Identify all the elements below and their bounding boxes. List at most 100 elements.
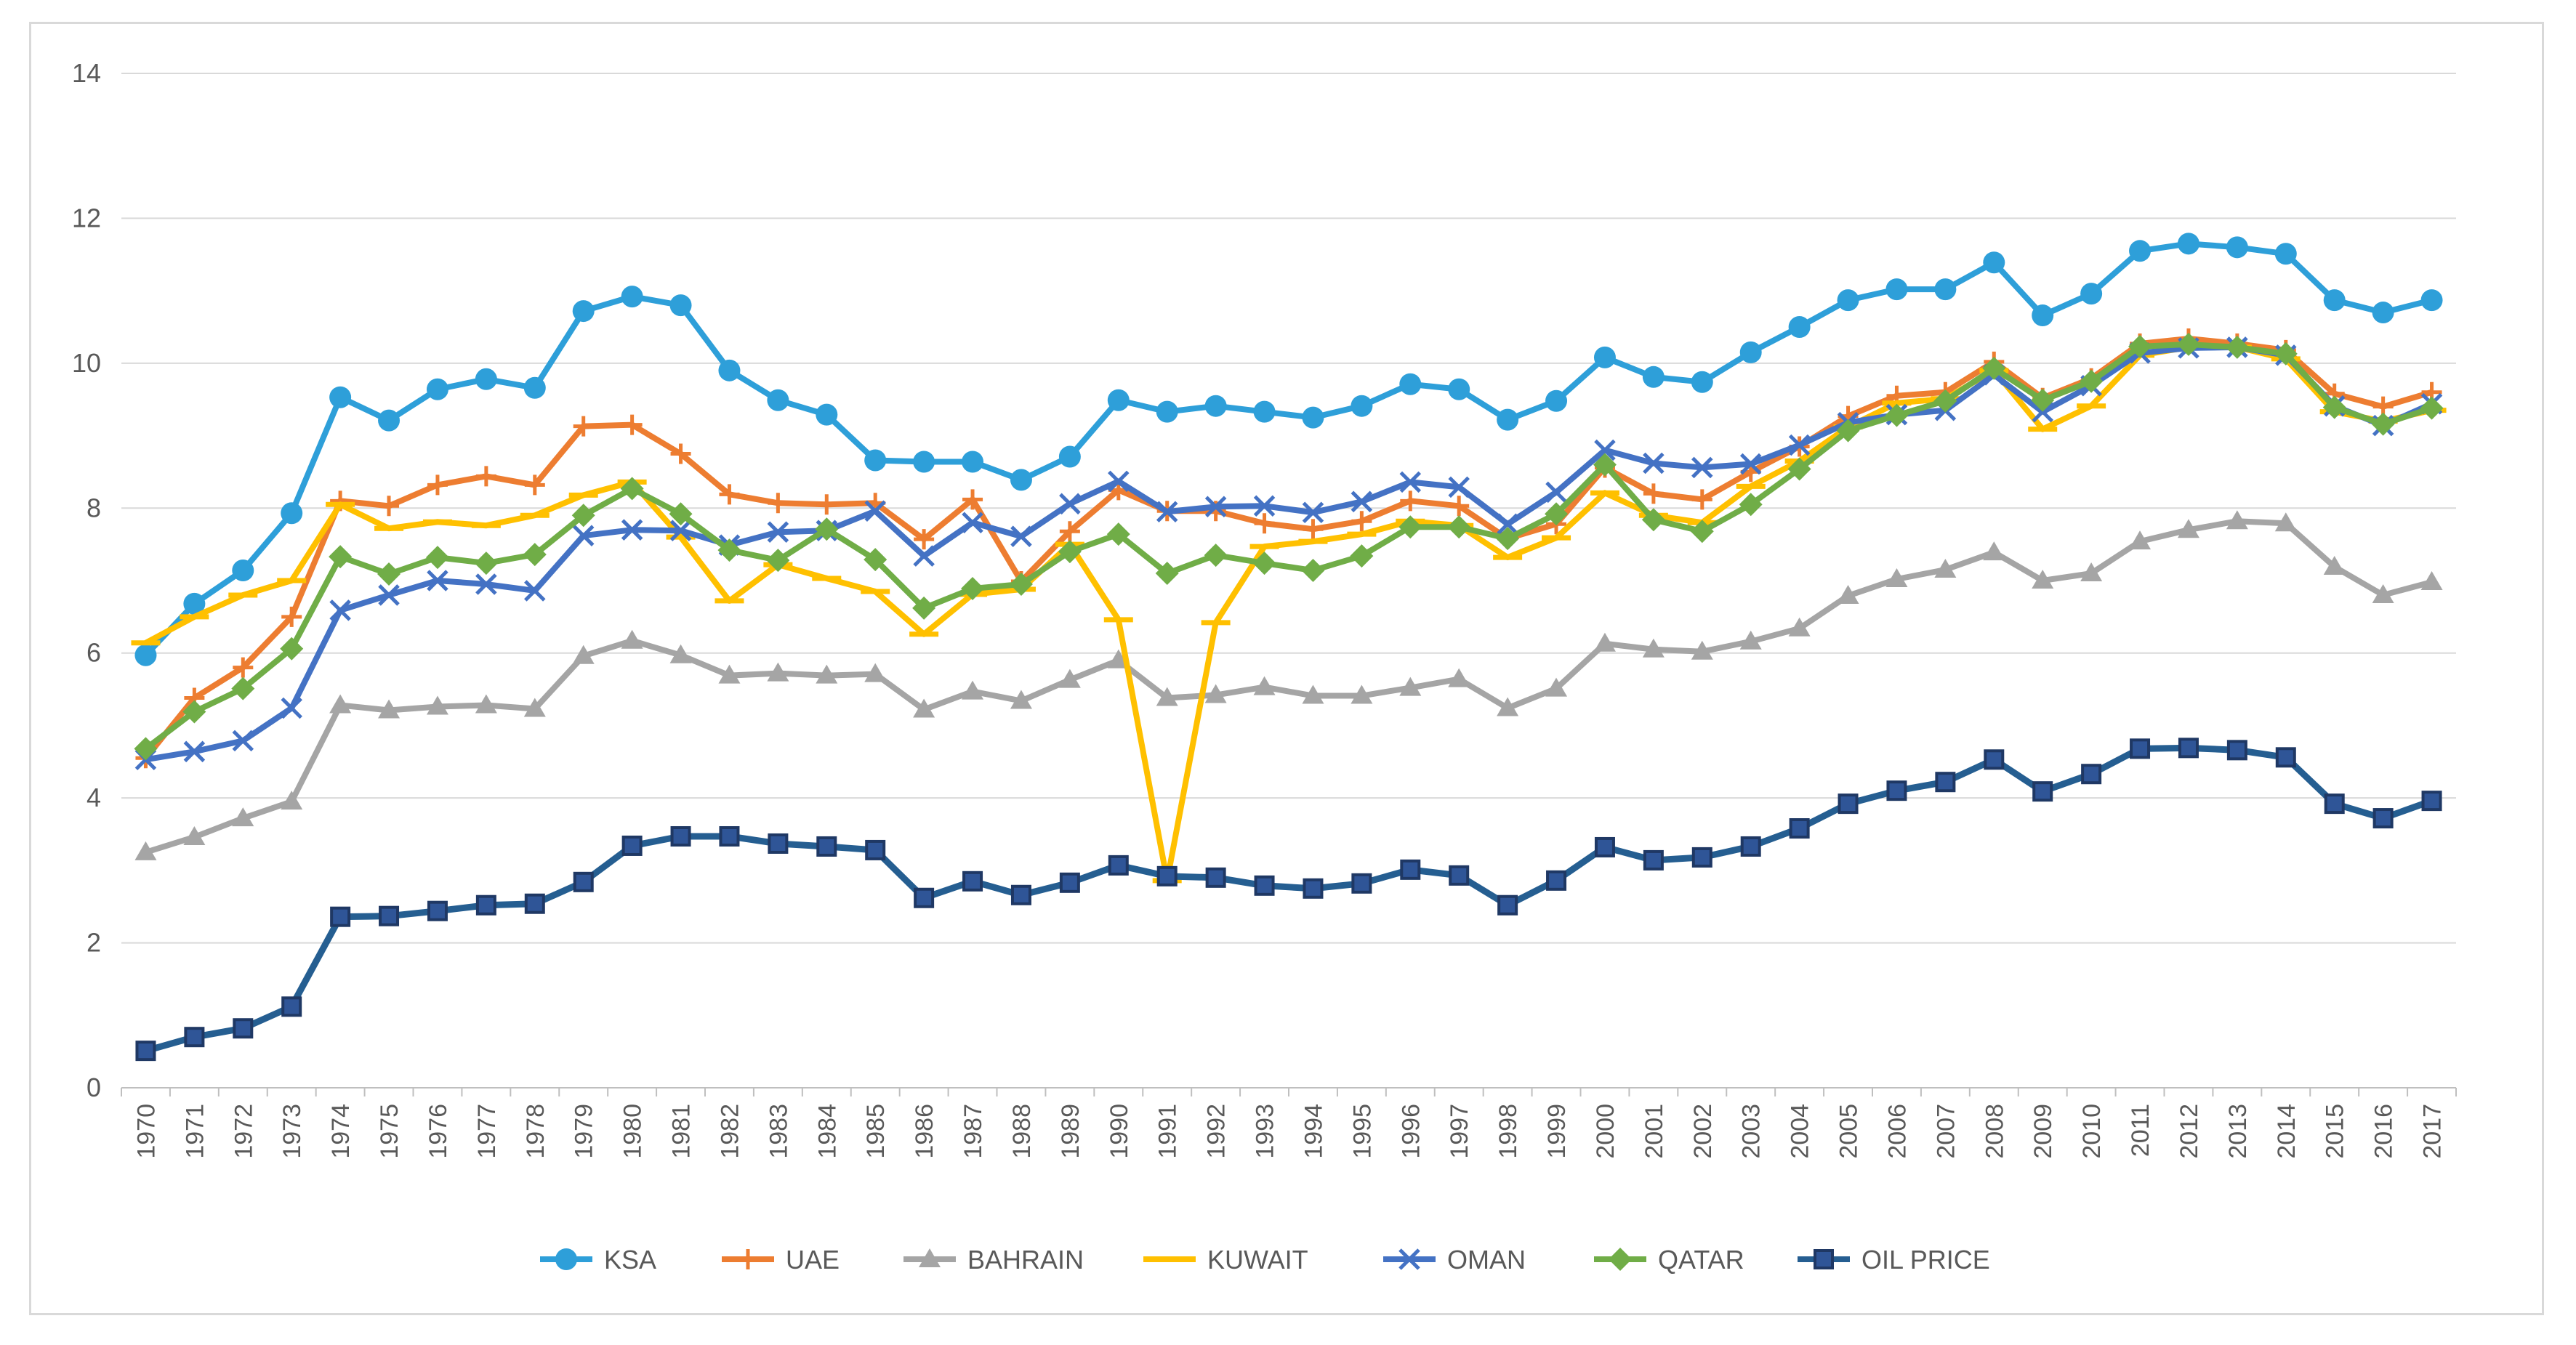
data-point	[621, 286, 643, 308]
data-point	[621, 629, 643, 649]
series-line	[144, 344, 2433, 884]
data-point	[329, 545, 353, 569]
x-tick-label: 2002	[1689, 1104, 1717, 1159]
data-point	[1058, 540, 1082, 564]
x-tick-label: 1998	[1494, 1104, 1522, 1159]
data-point	[962, 680, 984, 700]
data-point	[183, 592, 206, 615]
data-point	[329, 599, 351, 621]
data-point	[2130, 738, 2151, 759]
data-point	[1836, 419, 1860, 443]
data-point	[1350, 544, 1374, 568]
legend-item-uae: UAE	[722, 1245, 840, 1275]
data-point	[379, 905, 400, 926]
data-point	[1545, 481, 1567, 504]
data-point	[184, 1027, 205, 1048]
x-tick-label: 2013	[2224, 1104, 2252, 1159]
data-point	[1788, 617, 1811, 637]
series-ksa	[134, 233, 2443, 666]
data-point	[2032, 570, 2054, 589]
data-point	[1933, 389, 1957, 413]
y-tick-label: 0	[86, 1073, 101, 1102]
y-tick-label: 2	[86, 928, 101, 958]
data-point	[281, 791, 303, 810]
data-point	[1448, 668, 1470, 687]
data-point	[2032, 781, 2053, 802]
data-point	[1108, 470, 1130, 493]
data-point	[378, 409, 401, 432]
data-point	[2177, 519, 2199, 538]
data-point	[815, 517, 839, 541]
data-point	[475, 694, 497, 714]
y-tick-label: 6	[86, 638, 101, 668]
data-point	[669, 520, 692, 541]
x-tick-label: 1999	[1543, 1104, 1571, 1159]
x-tick-label: 2000	[1592, 1104, 1619, 1159]
data-point	[1204, 395, 1227, 417]
data-point	[2226, 740, 2247, 761]
data-point	[2323, 289, 2346, 312]
data-point	[1643, 452, 1665, 474]
data-point	[1253, 495, 1276, 517]
data-point	[669, 294, 692, 317]
data-point	[1691, 456, 1713, 479]
data-point	[1351, 490, 1373, 513]
data-point	[523, 698, 546, 717]
data-point	[1301, 559, 1325, 583]
data-point	[377, 562, 401, 586]
data-point	[962, 451, 984, 473]
x-tick-label: 1974	[327, 1104, 355, 1159]
data-point	[134, 644, 157, 666]
x-tick-label: 1987	[959, 1104, 987, 1159]
data-point	[1788, 434, 1811, 456]
data-point	[1449, 496, 1470, 517]
data-point	[2420, 396, 2444, 420]
series-line	[143, 241, 2433, 658]
series-kuwait	[131, 344, 2447, 884]
data-point	[717, 538, 741, 562]
x-tick-label: 2016	[2370, 1104, 2398, 1159]
data-point	[1787, 457, 1811, 481]
data-point	[2226, 236, 2248, 259]
data-point	[767, 521, 789, 543]
data-point	[426, 378, 448, 400]
series-oil-price	[135, 738, 2442, 1062]
data-point	[378, 584, 400, 606]
data-point	[135, 1041, 156, 1062]
x-tick-label: 1977	[473, 1104, 501, 1159]
data-point	[1010, 525, 1032, 547]
x-tick-label: 1988	[1008, 1104, 1036, 1159]
data-point	[1691, 847, 1712, 868]
data-point	[1496, 527, 1520, 551]
data-point	[1205, 867, 1226, 888]
chart-frame: 0 2 4 6 8 10 12 14 1970 1971 1972 1973 1974 1975 1976 1…	[29, 22, 2544, 1315]
x-tick-label: 1981	[668, 1104, 696, 1159]
data-point	[670, 825, 691, 847]
data-point	[1010, 690, 1032, 709]
data-point	[816, 664, 838, 684]
data-point	[329, 386, 352, 408]
data-point	[669, 644, 692, 663]
data-point	[1885, 278, 1908, 301]
data-point	[1643, 849, 1664, 871]
data-point	[1399, 676, 1422, 696]
data-point	[719, 484, 740, 505]
x-tick-label: 2017	[2419, 1104, 2447, 1159]
data-point	[1594, 836, 1615, 857]
data-point	[1351, 873, 1372, 894]
data-point	[1398, 515, 1422, 539]
legend-marker	[555, 1248, 577, 1270]
legend-label: UAE	[786, 1245, 840, 1275]
data-point	[572, 300, 595, 323]
data-point	[233, 1018, 254, 1039]
data-point	[1351, 684, 1373, 704]
data-point	[475, 368, 497, 390]
data-point	[766, 549, 790, 573]
data-point	[2323, 556, 2346, 575]
x-tick-label: 2007	[1932, 1104, 1960, 1159]
data-point	[1253, 676, 1276, 695]
data-point	[2080, 283, 2103, 305]
data-point	[962, 512, 983, 533]
data-point	[2177, 233, 2199, 255]
data-point	[1447, 515, 1471, 539]
